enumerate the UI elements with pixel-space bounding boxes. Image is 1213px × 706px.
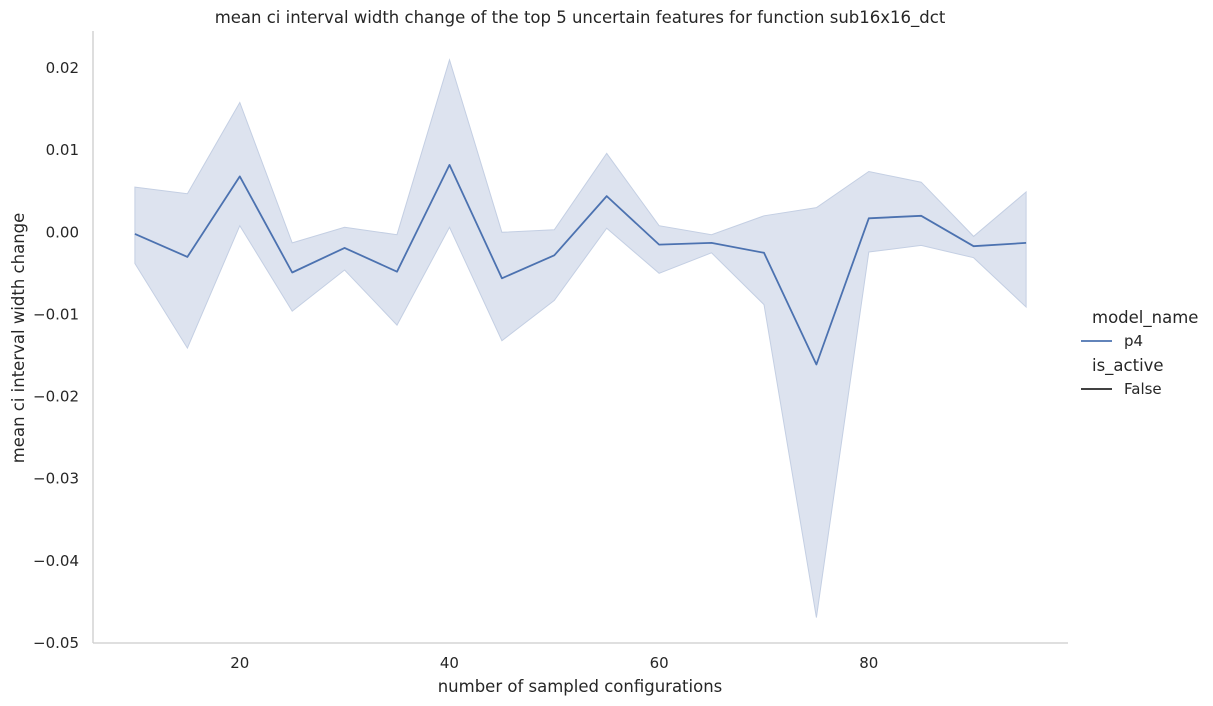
ci-band-p4	[134, 58, 1027, 618]
chart-title: mean ci interval width change of the top…	[215, 8, 946, 28]
y-tick-label: −0.03	[33, 470, 79, 488]
x-tick-label: 20	[230, 654, 249, 672]
plot-area	[134, 58, 1027, 618]
y-axis-label: mean ci interval width change	[9, 213, 28, 464]
legend-p4-label: p4	[1124, 332, 1143, 350]
y-tick-label: −0.05	[33, 634, 79, 652]
y-tick-label: 0.00	[46, 223, 79, 241]
x-tick-labels: 20 40 60 80	[230, 654, 878, 672]
x-tick-label: 40	[440, 654, 459, 672]
x-tick-label: 80	[859, 654, 878, 672]
x-axis-label: number of sampled configurations	[438, 677, 723, 696]
legend-style-title: is_active	[1092, 356, 1164, 376]
x-tick-label: 60	[650, 654, 669, 672]
legend-false-label: False	[1124, 380, 1162, 398]
y-tick-label: −0.02	[33, 388, 79, 406]
series-line-p4	[134, 163, 1027, 366]
y-tick-label: −0.04	[33, 552, 79, 570]
legend-hue-title: model_name	[1092, 308, 1198, 328]
y-tick-label: 0.01	[46, 141, 79, 159]
y-tick-label: 0.02	[46, 59, 79, 77]
legend: model_name p4 is_active False	[1081, 308, 1198, 398]
y-tick-labels: −0.05 −0.04 −0.03 −0.02 −0.01 0.00 0.01 0.02	[33, 59, 79, 652]
y-tick-label: −0.01	[33, 305, 79, 323]
